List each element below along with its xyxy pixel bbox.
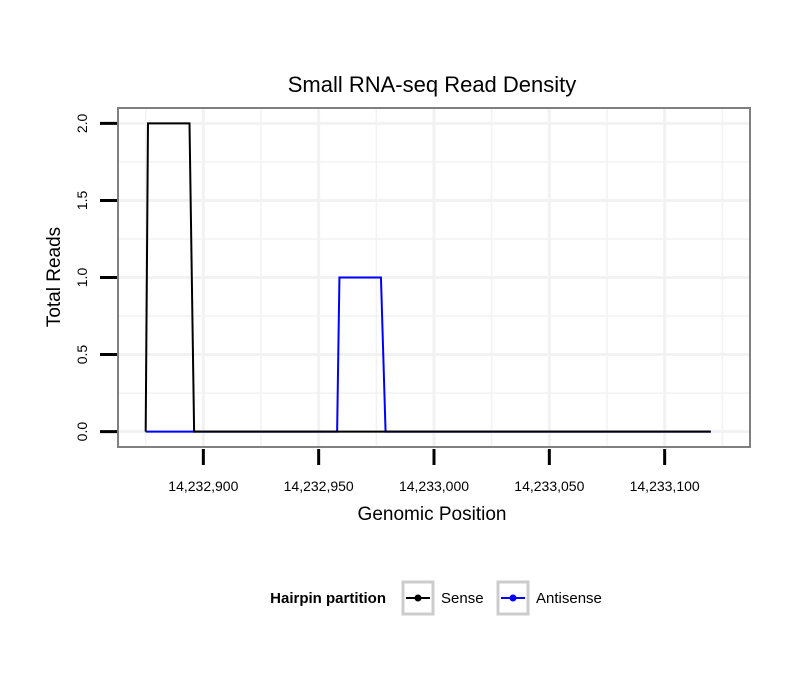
legend-item-sense: Sense (401, 580, 484, 616)
legend-key-point (509, 594, 517, 602)
grid (118, 108, 750, 447)
panel-border (117, 107, 751, 448)
legend-label: Antisense (536, 590, 602, 607)
series-line-sense (144, 122, 711, 433)
x-axis-title: Genomic Position (358, 504, 507, 525)
y-tick-label: 0.0 (74, 422, 90, 442)
legend-label: Sense (441, 590, 484, 607)
x-tick-label: 14,233,000 (399, 478, 469, 494)
x-tick-label: 14,233,100 (630, 478, 700, 494)
y-tick-label: 2.0 (74, 113, 90, 133)
legend-items: Sense Antisense (401, 580, 602, 616)
legend-key-point (414, 594, 422, 602)
y-tick-label: 1.0 (74, 268, 90, 288)
x-axis: 14,232,900 14,232,950 14,233,000 14,233,050… (168, 449, 700, 494)
series-layer (144, 122, 711, 433)
legend-title: Hairpin partition (270, 590, 386, 607)
legend-item-antisense: Antisense (496, 580, 602, 616)
x-tick-label: 14,233,050 (514, 478, 584, 494)
y-tick-label: 0.5 (74, 345, 90, 365)
y-axis: 0.0 0.5 1.0 1.5 2.0 (74, 113, 117, 441)
x-tick-label: 14,232,900 (168, 478, 238, 494)
y-axis-title: Total Reads (44, 227, 65, 327)
chart-title: Small RNA-seq Read Density (288, 72, 577, 97)
y-tick-label: 1.5 (74, 191, 90, 211)
x-tick-label: 14,232,950 (284, 478, 354, 494)
legend: Hairpin partition Sense Antisense (270, 580, 602, 616)
